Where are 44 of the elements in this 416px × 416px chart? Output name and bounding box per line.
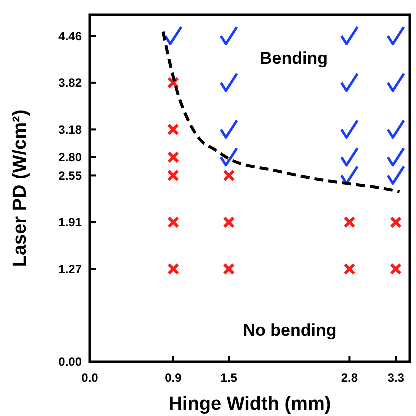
point xyxy=(220,72,238,92)
y-tick-label: 0.00 xyxy=(58,355,82,370)
y-tick-label: 3.18 xyxy=(58,122,82,137)
x-tick-label: 0.0 xyxy=(82,371,99,385)
point xyxy=(167,151,180,164)
point xyxy=(344,216,356,228)
point xyxy=(167,263,180,276)
point xyxy=(164,26,183,46)
point xyxy=(167,170,180,182)
annotation: Bending xyxy=(260,48,328,68)
point xyxy=(223,216,236,228)
x-tick-label: 1.5 xyxy=(220,371,238,385)
point xyxy=(386,119,406,139)
annotation: No bending xyxy=(243,320,337,340)
point xyxy=(220,119,238,139)
y-axis-title: Laser PD (W/cm²) xyxy=(10,110,31,268)
point xyxy=(220,26,238,46)
point xyxy=(390,263,402,276)
point xyxy=(340,26,359,46)
point xyxy=(223,170,236,182)
x-tick-label: 2.8 xyxy=(341,371,358,385)
y-tick-label: 3.82 xyxy=(58,76,82,90)
point xyxy=(220,147,238,167)
y-tick-label: 1.91 xyxy=(58,216,82,230)
line-series xyxy=(162,30,402,194)
point xyxy=(390,216,402,228)
point xyxy=(386,72,406,92)
point xyxy=(340,147,359,167)
point xyxy=(344,263,356,276)
point xyxy=(340,119,359,139)
y-tick-label: 2.55 xyxy=(58,168,82,183)
point xyxy=(167,124,180,136)
x-tick-label: 0.9 xyxy=(165,371,182,385)
y-tick-label: 2.80 xyxy=(58,150,82,165)
point xyxy=(386,165,406,185)
x-axis-title: Hinge Width (mm) xyxy=(168,394,332,415)
point xyxy=(386,147,406,167)
y-tick-label: 4.46 xyxy=(58,29,82,44)
point xyxy=(223,263,236,276)
x-tick-label: 3.3 xyxy=(388,371,405,385)
point xyxy=(386,26,406,46)
point xyxy=(167,216,180,228)
point xyxy=(340,72,359,92)
y-tick-label: 1.27 xyxy=(58,262,82,276)
